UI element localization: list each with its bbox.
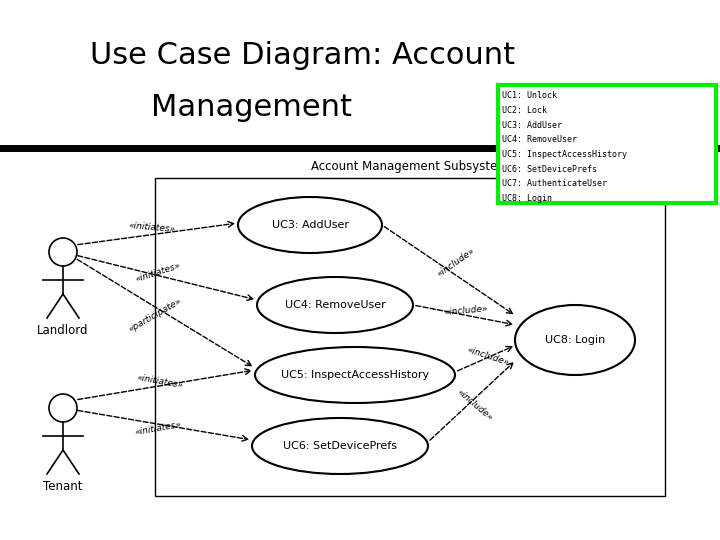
Text: UC3: AddUser: UC3: AddUser xyxy=(271,220,348,230)
Ellipse shape xyxy=(252,418,428,474)
Text: «initiates»: «initiates» xyxy=(134,260,181,284)
Text: UC6: SetDevicePrefs: UC6: SetDevicePrefs xyxy=(283,441,397,451)
Text: UC4: RemoveUser: UC4: RemoveUser xyxy=(502,135,577,144)
Text: UC6: SetDevicePrefs: UC6: SetDevicePrefs xyxy=(502,165,597,174)
Ellipse shape xyxy=(238,197,382,253)
Circle shape xyxy=(49,238,77,266)
Text: UC5: InspectAccessHistory: UC5: InspectAccessHistory xyxy=(281,370,429,380)
Text: «include»: «include» xyxy=(455,388,495,422)
Text: Tenant: Tenant xyxy=(43,480,83,493)
Text: «participate»: «participate» xyxy=(127,296,183,334)
Circle shape xyxy=(49,394,77,422)
Ellipse shape xyxy=(255,347,455,403)
Text: UC8: Login: UC8: Login xyxy=(502,194,552,203)
Text: «include»: «include» xyxy=(466,345,510,367)
Text: Landlord: Landlord xyxy=(37,324,89,337)
Text: UC8: Login: UC8: Login xyxy=(545,335,605,345)
Text: Use Case Diagram: Account: Use Case Diagram: Account xyxy=(90,40,515,70)
Text: «include»: «include» xyxy=(436,246,477,278)
Text: UC5: InspectAccessHistory: UC5: InspectAccessHistory xyxy=(502,150,627,159)
Text: «include»: «include» xyxy=(444,305,488,318)
Ellipse shape xyxy=(515,305,635,375)
Text: UC7: AuthenticateUser: UC7: AuthenticateUser xyxy=(502,179,607,188)
Text: UC4: RemoveUser: UC4: RemoveUser xyxy=(284,300,385,310)
Bar xyxy=(498,85,716,203)
Text: Account Management Subsystem: Account Management Subsystem xyxy=(311,160,509,173)
Text: UC1: Unlock: UC1: Unlock xyxy=(502,91,557,100)
Text: «initiates»: «initiates» xyxy=(128,221,176,234)
Text: UC3: AddUser: UC3: AddUser xyxy=(502,120,562,130)
Text: Management: Management xyxy=(151,93,353,123)
Bar xyxy=(155,178,665,496)
Text: «initiates»: «initiates» xyxy=(134,420,182,436)
Ellipse shape xyxy=(257,277,413,333)
Text: «initiates»: «initiates» xyxy=(136,374,184,390)
Text: UC2: Lock: UC2: Lock xyxy=(502,106,547,115)
